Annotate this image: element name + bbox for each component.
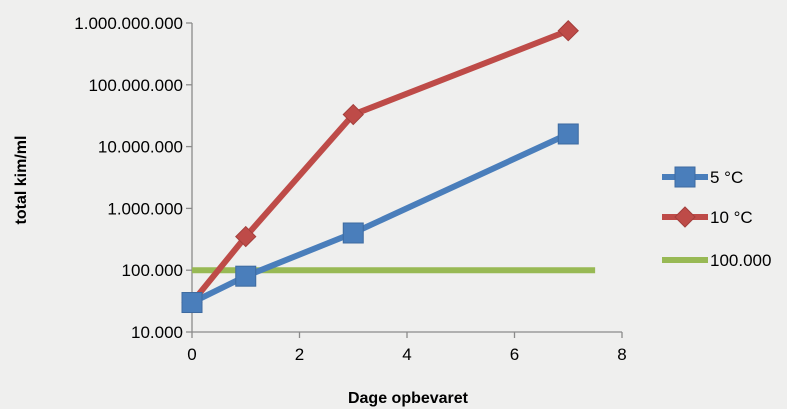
legend-marker [674,166,696,188]
legend-item: 10 °C [662,206,753,228]
y-axis-title: total kim/ml [13,136,30,225]
data-point [181,292,203,314]
y-tick-label: 100.000.000 [88,76,183,95]
x-axis-title: Dage opbevaret [348,390,469,407]
x-tick-label: 4 [402,345,411,364]
y-tick-label: 10.000.000 [98,138,183,157]
data-point [557,123,579,145]
data-point [235,225,257,248]
axes: 10.000 100.000 1.000.000 10.000.000 100.000.… [74,14,626,364]
x-tick-label: 0 [187,345,196,364]
data-point [342,103,364,126]
series-line [189,27,570,305]
x-tick-label: 2 [295,345,304,364]
legend: 5 °C 10 °C 100.000 [662,166,771,270]
data-point [342,222,364,244]
legend-marker [674,206,696,228]
data-point [235,265,257,287]
y-tick-label: 1.000.000.000 [74,14,183,33]
series-5c [181,123,579,314]
y-tick-label: 100.000 [122,261,183,280]
legend-label: 100.000 [710,251,771,270]
legend-item: 100.000 [662,251,771,270]
series-layer [181,20,596,314]
y-tick-label: 1.000.000 [107,199,183,218]
x-tick-label: 8 [617,345,626,364]
y-tick-label: 10.000 [131,323,183,342]
legend-item: 5 °C [662,166,743,188]
series-line [190,131,570,306]
data-point [557,20,579,42]
x-tick-label: 6 [510,345,519,364]
legend-label: 10 °C [710,208,753,227]
legend-label: 5 °C [710,168,743,187]
